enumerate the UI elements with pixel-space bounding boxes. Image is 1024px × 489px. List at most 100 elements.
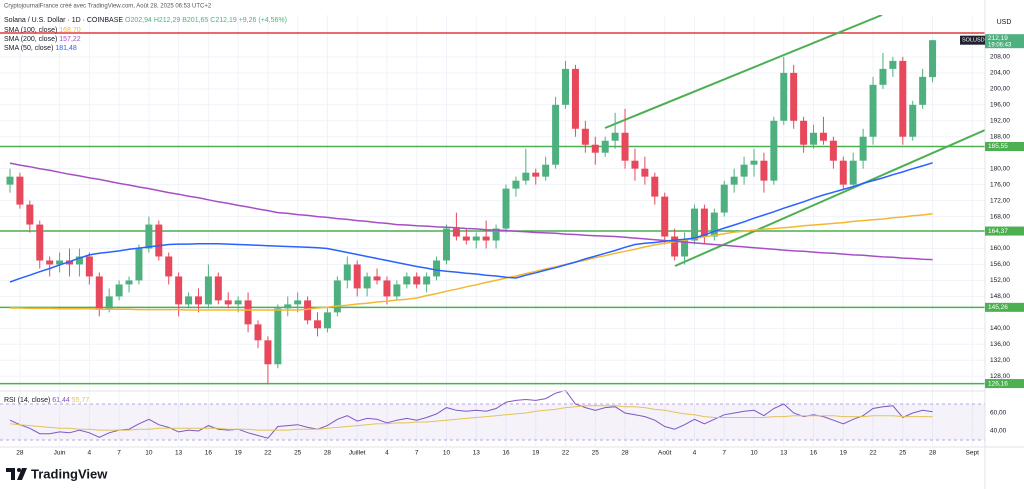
candle-body [631, 160, 639, 169]
candle-body [532, 172, 540, 177]
candle-body [681, 240, 689, 257]
header-line: Solana / U.S. Dollar · 1D · COINBASE O20… [4, 17, 287, 24]
candle-body [492, 228, 500, 241]
last-price-label: 212,19 [988, 35, 1008, 42]
candle-body [373, 276, 381, 281]
candle-body [155, 224, 163, 257]
level-label: 185,55 [988, 143, 1008, 150]
legend-name: SMA (200, close) [4, 36, 57, 43]
symbol-tag-bg [960, 35, 985, 45]
x-tick-label: 13 [473, 450, 481, 457]
x-tick-label: 10 [750, 450, 758, 457]
moving-average-line [9, 162, 933, 283]
x-tick-label: 16 [810, 450, 818, 457]
candle-body [16, 176, 24, 205]
last-price-bg [985, 34, 1024, 49]
candle-body [175, 276, 183, 305]
candle-body [740, 164, 748, 177]
y-tick-label: 152,00 [990, 277, 1010, 284]
x-tick-label: 22 [264, 450, 272, 457]
logo: TradingView [6, 466, 108, 481]
y-tick-label: 172,00 [990, 197, 1010, 204]
candle-body [165, 256, 173, 277]
candle-body [601, 140, 609, 153]
y-tick-label: 156,00 [990, 261, 1010, 268]
attribution: CryptojournalFrance créé avec TradingVie… [4, 4, 212, 10]
symbol-title: Solana / U.S. Dollar · 1D · COINBASE [4, 17, 123, 24]
y-tick-label: 176,00 [990, 181, 1010, 188]
candle-body [413, 276, 421, 285]
x-tick-label: 25 [294, 450, 302, 457]
x-tick-label: 4 [693, 450, 697, 457]
candle-body [542, 164, 550, 177]
candle-body [651, 176, 659, 197]
candle-body [641, 168, 649, 177]
candle-body [26, 204, 34, 225]
candle-body [95, 276, 103, 309]
countdown-label: 19:06:43 [988, 42, 1012, 48]
logo-icon [17, 468, 21, 472]
candle-body [552, 104, 560, 165]
candle-body [145, 224, 153, 249]
candle-body [452, 228, 460, 237]
candle-body [859, 136, 867, 161]
candle-body [581, 128, 589, 145]
candle-body [185, 296, 193, 305]
candle-body [869, 84, 877, 137]
candle-body [829, 140, 837, 161]
axis: 128,00 132,00 136,00 140,00 148,00 152,00 156,… [16, 34, 1024, 457]
candle-body [730, 176, 738, 185]
candle-body [433, 260, 441, 277]
grid [0, 15, 985, 446]
candle-body [75, 256, 83, 265]
candle-body [353, 264, 361, 289]
x-tick-label: Sept [966, 450, 980, 457]
legend-name: SMA (50, close) [4, 45, 53, 52]
x-tick-label: 19 [235, 450, 243, 457]
x-tick-label: Août [658, 450, 672, 457]
candle-body [115, 284, 123, 297]
level-label: 126,16 [988, 380, 1008, 387]
candle-body [770, 120, 778, 181]
candle-body [710, 212, 718, 237]
candle-body [720, 184, 728, 213]
y-tick-label: 40,00 [990, 428, 1007, 435]
plot-area [6, 15, 985, 439]
candle-body [244, 300, 252, 325]
candle-body [274, 308, 282, 365]
trend-line [604, 15, 883, 129]
y-tick-label: 180,00 [990, 165, 1010, 172]
candle-body [333, 280, 341, 313]
candle-body [790, 72, 798, 121]
x-tick-label: 7 [415, 450, 419, 457]
rsi-legend: RSI (14, close) 61,44 55,77 [4, 397, 89, 404]
x-tick-label: Juin [54, 450, 66, 457]
legend-value: 168,70 [59, 27, 81, 34]
candle-body [36, 224, 44, 261]
candle-body [6, 176, 14, 185]
rsi-legend-value: 61,44 [52, 397, 70, 404]
axis-unit: USD [997, 19, 1012, 26]
x-tick-label: 22 [562, 450, 570, 457]
level-label-bg [985, 302, 1024, 312]
x-tick-label: 10 [443, 450, 451, 457]
candle-body [85, 256, 93, 277]
x-tick-label: 13 [175, 450, 183, 457]
y-tick-label: 188,00 [990, 133, 1010, 140]
candle-body [879, 68, 887, 85]
x-tick-label: 7 [722, 450, 726, 457]
candle-body [889, 60, 897, 69]
legend-value: 157,22 [59, 36, 81, 43]
candle-body [621, 132, 629, 161]
candle-body [194, 296, 202, 305]
moving-average-line [10, 213, 933, 311]
candle-body [363, 276, 371, 289]
moving-average-line [9, 162, 933, 261]
x-tick-label: 28 [324, 450, 332, 457]
y-tick-label: 128,00 [990, 373, 1010, 380]
candle-body [125, 280, 133, 285]
candle-body [810, 132, 818, 145]
legend-entry: SMA (50, close) 181,48 [4, 45, 77, 52]
rsi-title: RSI (14, close) [4, 397, 50, 404]
levels [0, 32, 985, 385]
